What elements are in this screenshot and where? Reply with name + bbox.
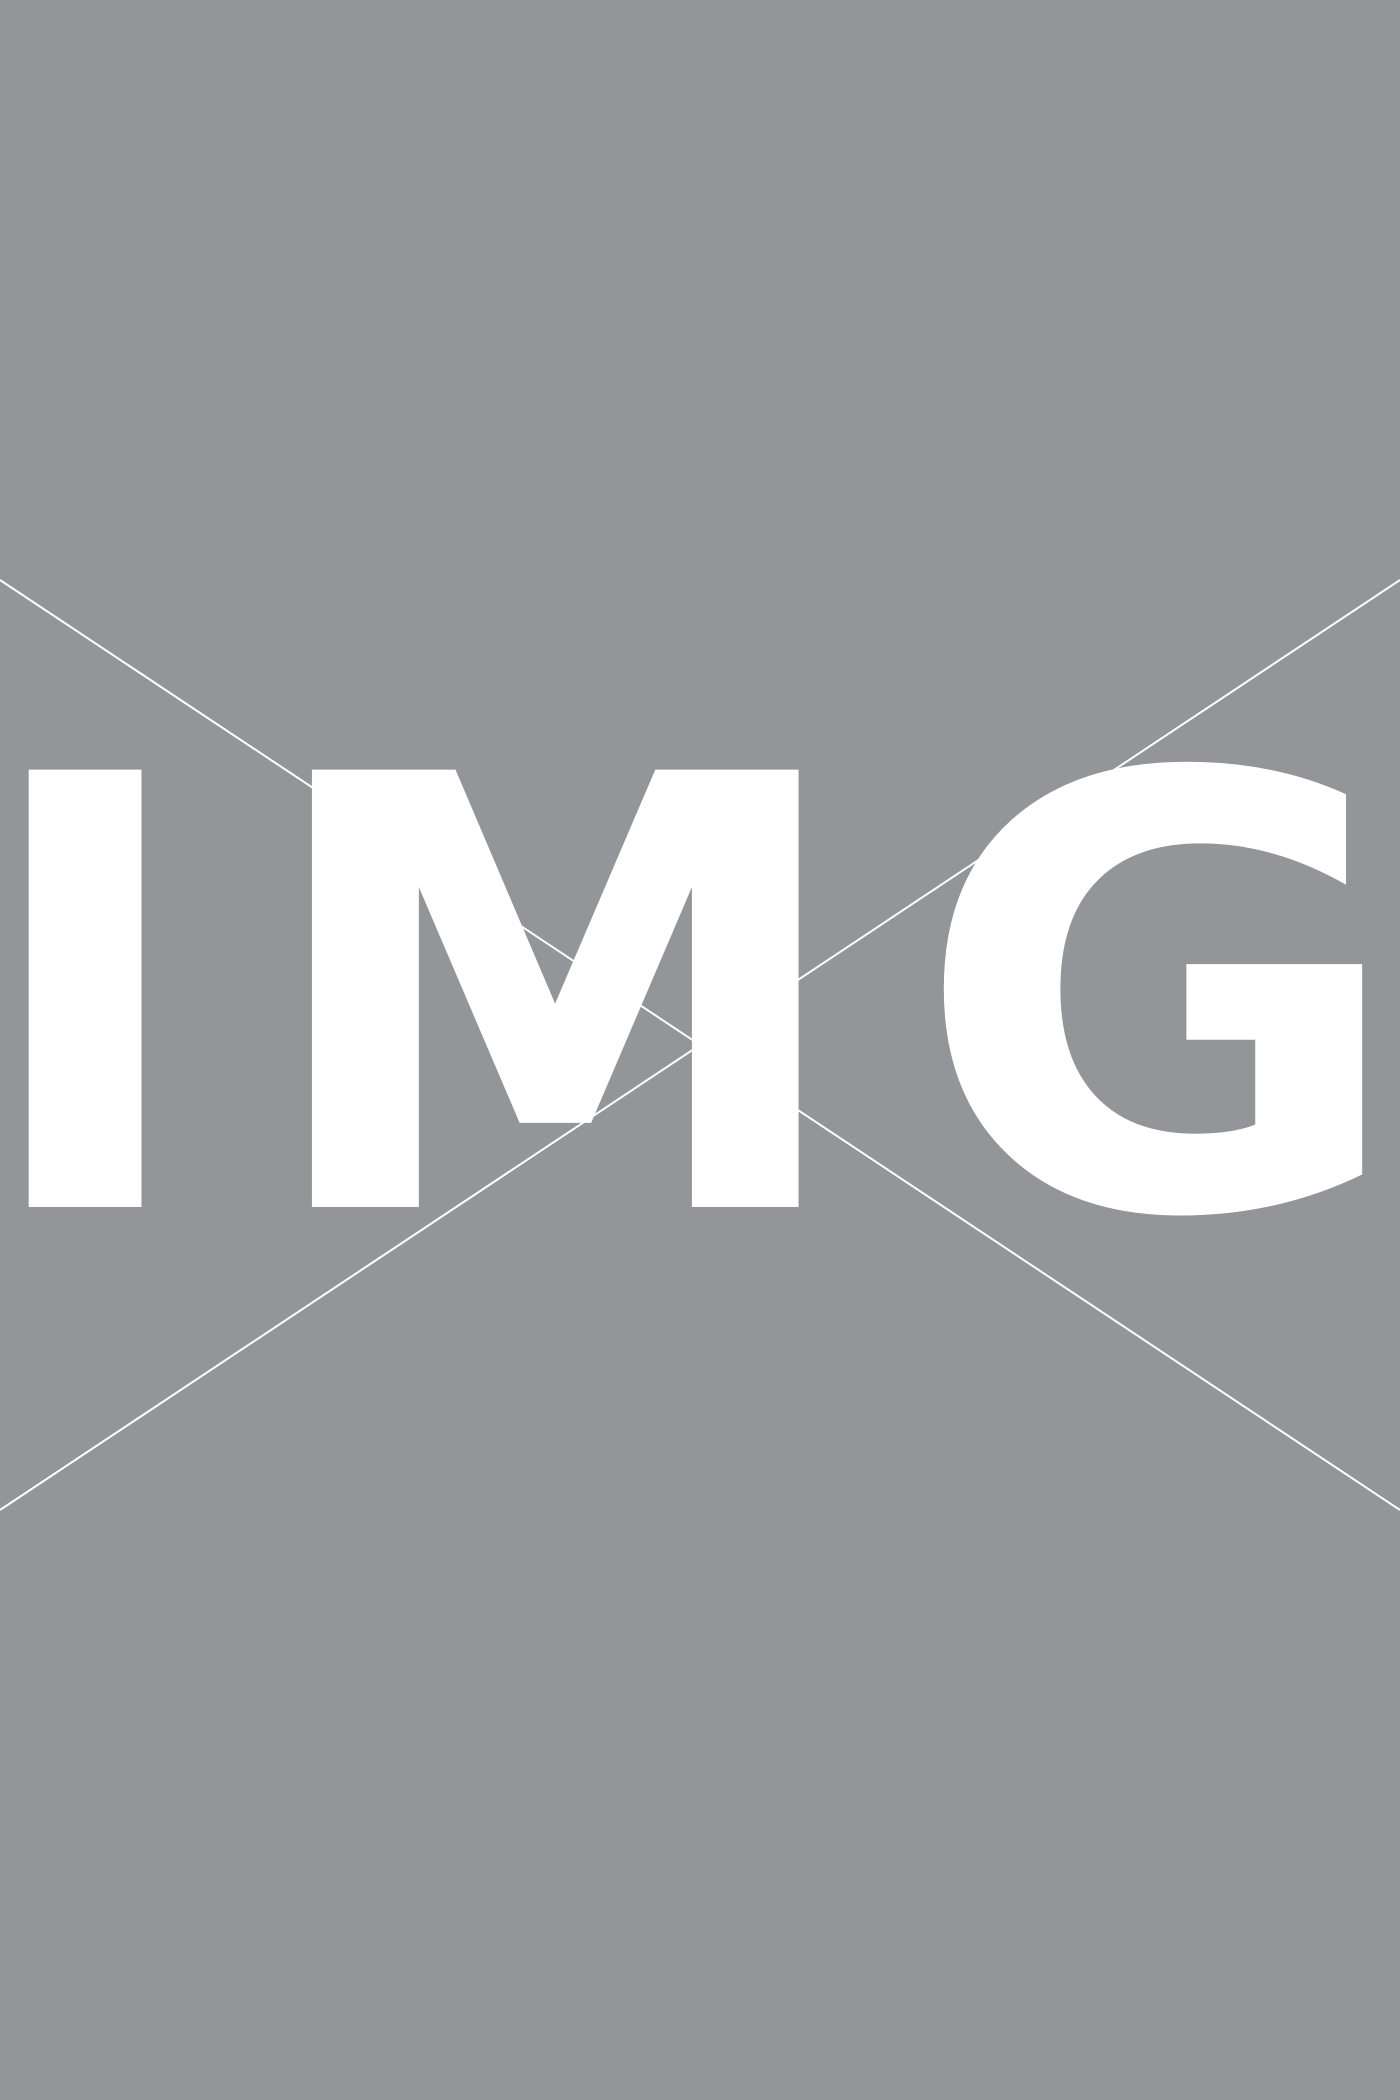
diagonal-line-up — [0, 579, 1400, 1511]
placeholder-label: IMG — [0, 650, 1400, 1349]
